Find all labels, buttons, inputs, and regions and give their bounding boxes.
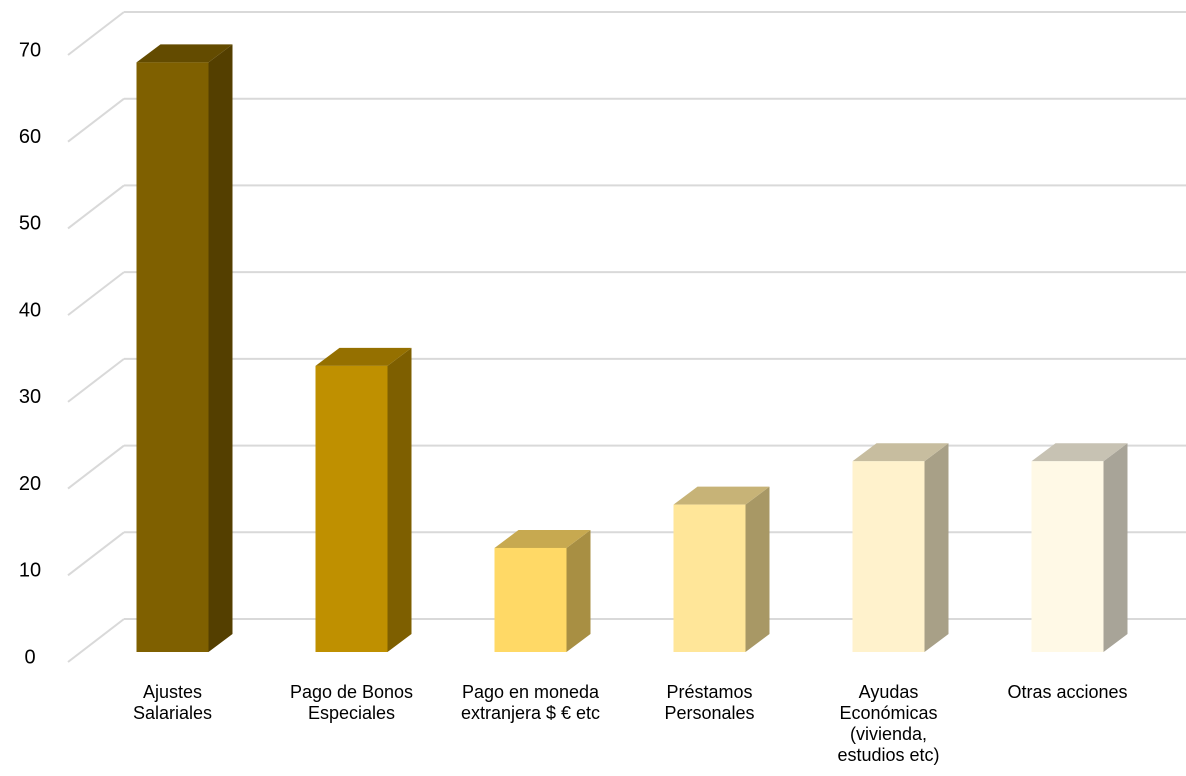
bar (852, 461, 925, 652)
y-tick-label: 30 (19, 386, 41, 408)
bar-top (494, 529, 591, 548)
y-tick-label: 20 (19, 473, 41, 495)
x-tick-label: Ayudas Económicas (vivienda, estudios et… (837, 682, 940, 765)
grid-line-side (67, 358, 125, 403)
bar-side (387, 347, 412, 652)
y-tick-label: 60 (19, 126, 41, 148)
grid-line-side (67, 97, 125, 143)
y-tick-label: 40 (19, 299, 41, 321)
bar-side (208, 44, 233, 653)
bar-top (315, 347, 412, 366)
x-tick-label: Otras acciones (1007, 682, 1128, 702)
grid-line-side (67, 11, 125, 56)
bar (673, 504, 746, 652)
bar (494, 547, 567, 652)
x-tick-label: Pago en moneda extranjera $ € etc (460, 682, 601, 723)
grid-line-side (67, 444, 125, 490)
bar-top (673, 486, 770, 505)
x-tick-label: Pago de Bonos Especiales (289, 682, 414, 723)
y-tick-label: 0 (24, 646, 35, 668)
bar-top (852, 443, 949, 462)
x-tick-label: Préstamos Personales (664, 682, 755, 723)
x-tick-label: Ajustes Salariales (132, 682, 213, 723)
bar-side (1103, 443, 1128, 652)
bar-side (924, 443, 949, 652)
y-tick-label: 10 (19, 560, 41, 582)
grid-line-side (67, 184, 125, 230)
y-tick-label: 70 (19, 39, 41, 61)
grid-line-side (67, 618, 125, 663)
bar (136, 62, 209, 653)
bar-side (745, 486, 770, 652)
bar-top (1031, 443, 1128, 462)
bar-top (136, 44, 233, 63)
y-tick-label: 50 (19, 213, 41, 235)
grid-line-side (67, 271, 125, 316)
bar-side (566, 529, 591, 652)
grid-line-side (67, 531, 125, 577)
bar (1031, 461, 1104, 652)
bar (315, 365, 388, 652)
